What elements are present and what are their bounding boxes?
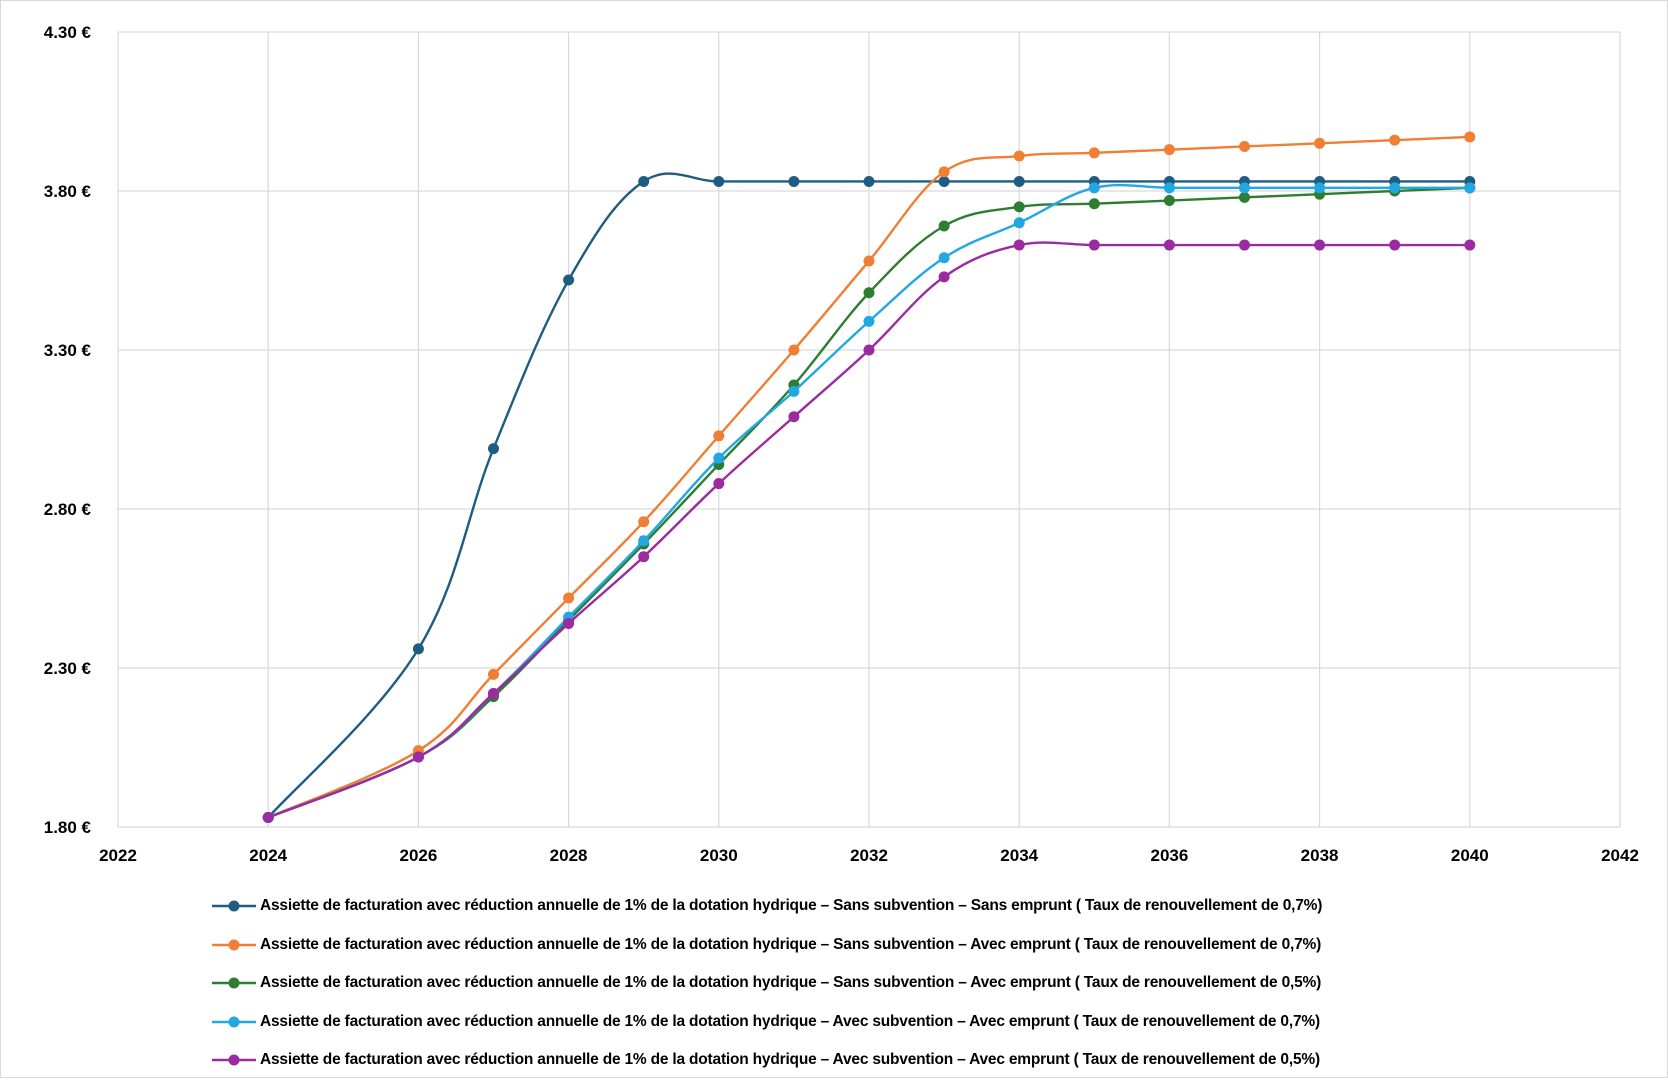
x-tick-label: 2036: [1150, 846, 1188, 865]
y-tick-label: 1.80 €: [44, 818, 92, 837]
series-4-marker: [713, 452, 725, 464]
series-4-marker: [1464, 182, 1476, 194]
series-5-marker: [563, 617, 575, 629]
x-tick-label: 2038: [1301, 846, 1339, 865]
series-3-marker: [1239, 191, 1250, 203]
series-1-marker: [563, 274, 575, 286]
series-1-marker: [863, 175, 875, 187]
legend-item: Assiette de facturation avec réduction a…: [210, 964, 1510, 1003]
legend-label: Assiette de facturation avec réduction a…: [260, 1051, 1320, 1069]
series-3-marker: [1088, 198, 1100, 210]
series-1-marker: [713, 175, 725, 187]
x-tick-label: 2024: [249, 846, 287, 865]
legend-swatch-icon: [212, 977, 256, 989]
series-3-marker: [863, 287, 875, 299]
series-5-marker: [488, 687, 499, 699]
series-2-marker: [1314, 137, 1326, 149]
line-chart: 1.80 € 2.30 € 2.80 € 3.30 € 3.80 € 4.30 € 202…: [44, 23, 1639, 865]
series-5-marker: [788, 411, 800, 423]
series-5-marker: [863, 344, 875, 356]
series-5-marker: [1239, 239, 1250, 251]
legend-item: Assiette de facturation avec réduction a…: [210, 926, 1510, 965]
series-1-marker: [412, 643, 424, 655]
series-5-marker: [1464, 239, 1476, 251]
series-5-marker: [713, 478, 725, 490]
series-2-marker: [863, 255, 875, 267]
x-tick-label: 2040: [1451, 846, 1489, 865]
series-4-marker: [638, 535, 650, 547]
x-tick-label: 2042: [1601, 846, 1639, 865]
x-tick-label: 2028: [550, 846, 588, 865]
series-2-marker: [1389, 134, 1401, 146]
x-tick-label: 2030: [700, 846, 738, 865]
series-1-marker: [638, 175, 650, 187]
series-2-marker: [1464, 131, 1476, 143]
y-tick-label: 2.80 €: [44, 500, 92, 519]
legend-swatch-icon: [212, 939, 256, 951]
series-2-marker: [488, 668, 499, 680]
series-1-marker: [1013, 175, 1025, 187]
y-tick-label: 2.30 €: [44, 659, 92, 678]
series-5-marker: [938, 271, 950, 283]
series-3-marker: [938, 220, 950, 232]
x-axis-ticks: 2022 2024 2026 2028 2030 2032 2034 2036 2038 2040…: [99, 846, 1639, 865]
y-tick-label: 3.30 €: [44, 341, 92, 360]
series-1-marker: [488, 443, 499, 455]
x-tick-label: 2034: [1000, 846, 1038, 865]
series-4-marker: [938, 252, 950, 264]
series-2-marker: [638, 516, 650, 528]
series-3-marker: [1013, 201, 1025, 213]
legend-label: Assiette de facturation avec réduction a…: [260, 1012, 1320, 1030]
legend-swatch-icon: [212, 1016, 256, 1028]
grid-lines: [117, 31, 1621, 828]
series-1-marker: [938, 175, 950, 187]
x-tick-label: 2022: [99, 846, 137, 865]
legend-label: Assiette de facturation avec réduction a…: [260, 935, 1322, 953]
series-2-marker: [563, 592, 575, 604]
series-4-marker: [1088, 182, 1100, 194]
legend-item: Assiette de facturation avec réduction a…: [210, 1003, 1510, 1042]
y-axis-ticks: 1.80 € 2.30 € 2.80 € 3.30 € 3.80 € 4.30 €: [44, 23, 92, 837]
series-1-marker: [788, 175, 800, 187]
series-line-1: [267, 172, 1470, 819]
series-5-marker: [1314, 239, 1326, 251]
legend-swatch-icon: [212, 1054, 256, 1066]
y-tick-label: 3.80 €: [44, 182, 92, 201]
series-3-marker: [1163, 195, 1175, 207]
series-2-marker: [1088, 147, 1100, 159]
series-4-marker: [1013, 217, 1025, 229]
legend-item: Assiette de facturation avec réduction a…: [210, 1041, 1510, 1080]
series-5-marker: [1163, 239, 1175, 251]
series-2-marker: [788, 344, 800, 356]
series-4-marker: [863, 315, 875, 327]
series-lines: [262, 131, 1476, 823]
series-4-marker: [1163, 182, 1175, 194]
legend-label: Assiette de facturation avec réduction a…: [260, 897, 1323, 915]
chart-legend: Assiette de facturation avec réduction a…: [210, 887, 1510, 1080]
legend-item: Assiette de facturation avec réduction a…: [210, 887, 1510, 926]
series-2-marker: [938, 166, 950, 178]
x-tick-label: 2026: [399, 846, 437, 865]
legend-label: Assiette de facturation avec réduction a…: [260, 974, 1322, 992]
series-2-marker: [1239, 140, 1250, 152]
series-5-marker: [412, 751, 424, 763]
series-5-marker: [638, 551, 650, 563]
series-4-marker: [788, 385, 800, 397]
legend-swatch-icon: [212, 900, 256, 912]
series-4-marker: [1239, 182, 1250, 194]
series-2-marker: [713, 430, 725, 442]
x-tick-label: 2032: [850, 846, 888, 865]
series-4-marker: [1314, 182, 1326, 194]
series-4-marker: [1389, 182, 1401, 194]
series-5-marker: [1013, 239, 1025, 251]
series-5-marker: [1389, 239, 1401, 251]
series-2-marker: [1013, 150, 1025, 162]
series-5-marker: [1088, 239, 1100, 251]
series-2-marker: [1163, 144, 1175, 156]
y-tick-label: 4.30 €: [44, 23, 92, 42]
series-5-marker: [262, 811, 274, 823]
